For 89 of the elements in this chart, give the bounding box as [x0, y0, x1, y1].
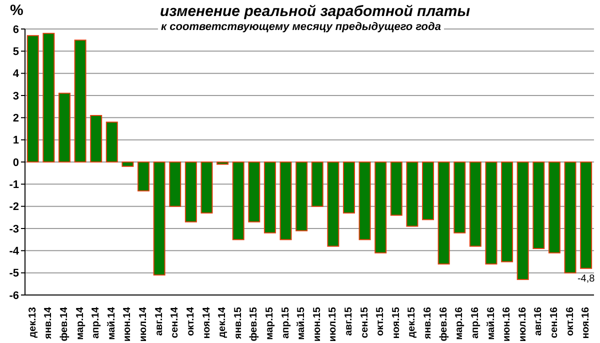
- x-tick-label: авг.16: [533, 306, 544, 336]
- x-tick-label: фев.14: [59, 306, 70, 342]
- bar: [200, 162, 213, 214]
- x-tick-label: мар.14: [74, 306, 86, 340]
- bar: [532, 162, 545, 249]
- x-tick-label: ноя.15: [390, 306, 402, 339]
- y-tick-label: 2: [12, 112, 19, 125]
- bar: [374, 162, 387, 254]
- bar: [42, 32, 55, 162]
- x-tick-label: сен.16: [548, 306, 560, 338]
- x-tick-label: июл.16: [517, 306, 528, 342]
- x-tick-label: дек.15: [406, 306, 418, 338]
- bar: [106, 122, 118, 162]
- y-tick-label: 0: [12, 156, 19, 169]
- y-tick-label: -4: [9, 246, 20, 258]
- x-tick-label: апр.16: [470, 306, 481, 339]
- bar: [90, 114, 102, 162]
- bar: [74, 40, 86, 162]
- bar: [311, 162, 324, 207]
- bar: [580, 162, 592, 269]
- x-tick-label: сен.14: [170, 306, 181, 338]
- y-tick-label: 3: [12, 90, 19, 102]
- x-tick-label: сен.15: [359, 306, 370, 338]
- bar: [58, 92, 70, 162]
- x-tick-label: янв.14: [43, 306, 54, 339]
- x-tick-label: апр.14: [90, 306, 102, 339]
- bar: [232, 162, 244, 240]
- bar: [406, 162, 418, 227]
- y-tick-label: 6: [12, 24, 19, 36]
- y-tick-label: 1: [12, 134, 19, 147]
- bar: [485, 162, 498, 264]
- bar: [422, 162, 434, 220]
- x-tick-label: июн.15: [312, 306, 323, 342]
- bar: [564, 162, 576, 274]
- bar: [184, 162, 197, 222]
- x-tick-label: апр.15: [280, 306, 292, 339]
- x-tick-label: авг.15: [344, 306, 355, 336]
- x-tick-label: дек.14: [217, 306, 228, 338]
- bar: [516, 162, 529, 280]
- chart-subtitle: к соответствующему месяцу предыдущего года: [158, 21, 444, 33]
- bar: [469, 162, 482, 247]
- bar: [501, 162, 514, 262]
- bar: [169, 162, 182, 207]
- bar: [138, 162, 150, 192]
- x-tick-label: мар.15: [264, 306, 276, 340]
- x-tick-label: янв.15: [232, 306, 244, 339]
- bar: [390, 162, 402, 216]
- x-tick-label: янв.16: [422, 306, 434, 339]
- bar: [248, 162, 260, 222]
- x-tick-label: июл.15: [328, 306, 339, 342]
- x-tick-label: июл.14: [138, 306, 150, 342]
- y-tick-label: 5: [12, 46, 19, 58]
- y-tick-label: -3: [9, 223, 19, 236]
- bar: [216, 162, 229, 165]
- x-tick-label: дек.13: [27, 306, 38, 338]
- x-tick-label: май.16: [486, 306, 497, 340]
- bar: [122, 162, 134, 167]
- bar: [342, 162, 355, 214]
- x-tick-label: фев.16: [438, 306, 450, 342]
- chart-title: изменение реальной заработной платы: [160, 3, 470, 20]
- x-tick-label: окт.14: [185, 306, 196, 336]
- bar: [358, 162, 371, 240]
- bar: [264, 162, 276, 234]
- x-tick-label: июн.16: [502, 306, 513, 342]
- x-tick-label: ноя.16: [580, 306, 592, 339]
- y-tick-label: -1: [9, 179, 19, 192]
- x-tick-label: фев.15: [248, 306, 260, 342]
- y-tick-label: -6: [9, 290, 19, 302]
- bar: [438, 162, 450, 264]
- y-tick-label: 4: [12, 68, 20, 80]
- x-tick-label: июн.14: [122, 306, 134, 342]
- x-tick-label: май.15: [296, 306, 308, 340]
- bar: [454, 162, 466, 234]
- x-tick-label: окт.16: [564, 306, 576, 336]
- x-tick-label: ноя.14: [201, 306, 212, 339]
- x-tick-label: окт.15: [375, 306, 386, 336]
- y-tick-label: -2: [9, 201, 19, 214]
- x-tick-label: мар.16: [454, 306, 466, 340]
- bar: [153, 162, 166, 276]
- bar: [548, 162, 560, 254]
- bar: [280, 162, 292, 240]
- bar: [26, 35, 39, 162]
- y-axis-title: %: [10, 2, 24, 19]
- data-label: -4,8: [577, 273, 596, 284]
- x-tick-label: авг.14: [154, 306, 165, 336]
- x-tick-label: май.14: [106, 306, 118, 340]
- y-tick-label: -5: [9, 268, 19, 280]
- bar: [296, 162, 308, 232]
- bar: [327, 162, 340, 247]
